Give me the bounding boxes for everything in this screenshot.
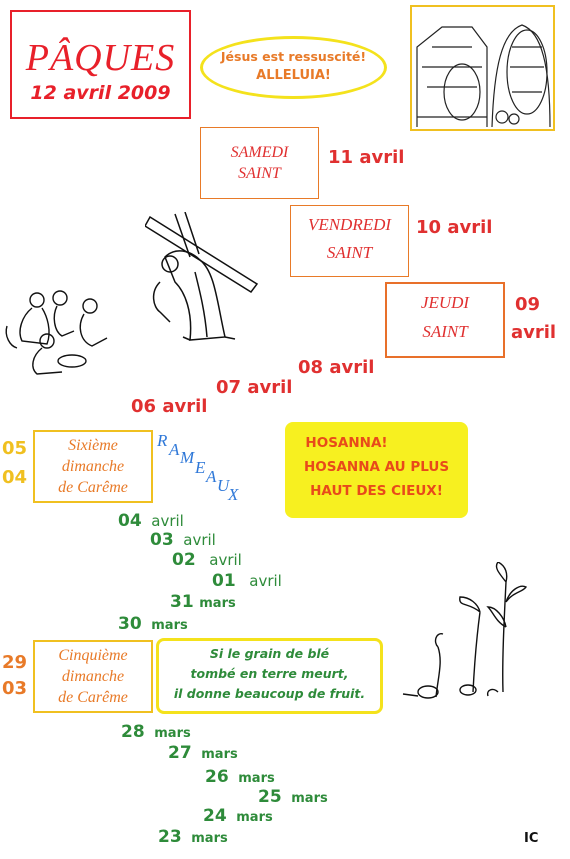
samedi-saint-line2: SAINT xyxy=(238,165,281,182)
fifth-sunday-box: Cinquième dimanche de Carême xyxy=(33,640,153,713)
fifth-sunday-line1: Cinquième xyxy=(58,647,128,664)
grain-quote-box: Si le grain de blé tombé en terre meurt,… xyxy=(156,638,383,714)
date-month: mars xyxy=(154,726,191,741)
date-day: 03 xyxy=(150,530,174,550)
sixth-sunday-box: Sixième dimanche de Carême xyxy=(33,430,153,503)
date-day: 04 xyxy=(118,511,142,531)
samedi-saint-box: SAMEDI SAINT xyxy=(200,127,319,199)
page-title: PÂQUES xyxy=(25,37,176,79)
rameaux-letter-u: U xyxy=(217,476,230,495)
date-03-avril: 03 avril xyxy=(150,530,216,550)
date-31-mars: 31 mars xyxy=(170,592,236,612)
date-month: avril xyxy=(151,512,184,530)
resurrection-oval: Jésus est ressuscité! ALLELUIA! xyxy=(200,36,387,99)
date-month: mars xyxy=(238,771,275,786)
date-01-avril: 01 avril xyxy=(212,571,282,591)
date-25-mars: 25 mars xyxy=(258,787,328,807)
vendredi-saint-line2: SAINT xyxy=(326,243,373,262)
date-month: mars xyxy=(236,810,273,825)
fifth-sunday-day-top: 29 xyxy=(2,652,28,673)
date-month: mars xyxy=(201,747,238,762)
sprouting-wheat-illustration xyxy=(402,562,527,699)
jeudi-saint-day: 09 xyxy=(515,294,541,315)
sixth-sunday-day-top: 05 xyxy=(2,438,28,459)
fifth-sunday-line3: de Carême xyxy=(58,689,128,706)
sixth-sunday-line2: dimanche xyxy=(61,458,125,475)
date-day: 01 xyxy=(212,571,236,591)
empty-tomb-illustration xyxy=(410,5,555,131)
grain-quote-line1: Si le grain de blé xyxy=(209,646,330,661)
date-30-mars: 30 mars xyxy=(118,614,188,634)
date-month: avril xyxy=(183,531,216,549)
jeudi-saint-month: avril xyxy=(511,322,557,343)
date-23-mars: 23 mars xyxy=(158,827,228,847)
date-day: 28 xyxy=(121,722,145,742)
date-24-mars: 24 mars xyxy=(203,806,273,826)
date-day: 31 xyxy=(170,592,194,612)
fifth-sunday-line2: dimanche xyxy=(61,668,125,685)
samedi-saint-date: 11 avril xyxy=(328,147,405,168)
date-04-avril: 04 avril xyxy=(118,511,184,531)
date-month: avril xyxy=(249,572,282,590)
date-26-mars: 26 mars xyxy=(205,767,275,787)
sixth-sunday-line1: Sixième xyxy=(68,437,118,454)
title-box: PÂQUES 12 avril 2009 xyxy=(10,10,191,119)
rameaux-letter-m: M xyxy=(180,448,195,467)
date-07-avril: 07 avril xyxy=(216,377,293,398)
date-day: 24 xyxy=(203,806,227,826)
grain-quote-line3: il donne beaucoup de fruit. xyxy=(173,686,366,701)
date-28-mars: 28 mars xyxy=(121,722,191,742)
jeudi-saint-line1: JEUDI xyxy=(420,293,470,312)
fifth-sunday-day-bottom: 03 xyxy=(2,678,28,699)
rameaux-letter-a2: A xyxy=(206,467,217,486)
date-day: 30 xyxy=(118,614,142,634)
date-08-avril: 08 avril xyxy=(298,357,375,378)
date-month: mars xyxy=(199,596,236,611)
grain-quote-line2: tombé en terre meurt, xyxy=(190,666,349,681)
jesus-carrying-cross-illustration xyxy=(145,212,259,341)
date-day: 25 xyxy=(258,787,282,807)
date-month: mars xyxy=(291,791,328,806)
samedi-saint-line1: SAMEDI xyxy=(230,144,289,161)
date-month: mars xyxy=(151,618,188,633)
hosanna-line2: HOSANNA AU PLUS xyxy=(303,459,450,475)
date-day: 26 xyxy=(205,767,229,787)
sixth-sunday-day-bottom: 04 xyxy=(2,467,28,488)
vendredi-saint-date: 10 avril xyxy=(416,217,493,238)
rameaux-letter-e: E xyxy=(195,458,206,477)
rameaux-letter-x: X xyxy=(228,485,239,504)
resurrection-line2: ALLELUIA! xyxy=(256,68,331,83)
rameaux-letter-r: R xyxy=(157,431,168,450)
hosanna-box: HOSANNA! HOSANNA AU PLUS HAUT DES CIEUX! xyxy=(285,422,468,518)
date-02-avril: 02 avril xyxy=(172,550,242,570)
washing-feet-illustration xyxy=(5,290,108,375)
hosanna-line1: HOSANNA! xyxy=(305,435,388,451)
jeudi-saint-box: JEUDI SAINT xyxy=(385,282,505,358)
date-27-mars: 27 mars xyxy=(168,743,238,763)
date-month: mars xyxy=(191,831,228,846)
hosanna-line3: HAUT DES CIEUX! xyxy=(310,483,443,499)
date-06-avril: 06 avril xyxy=(131,396,208,417)
tomb-drawing xyxy=(416,24,551,128)
easter-date: 12 avril 2009 xyxy=(30,82,171,104)
date-month: avril xyxy=(209,551,242,569)
date-day: 23 xyxy=(158,827,182,847)
date-day: 27 xyxy=(168,743,192,763)
vendredi-saint-box: VENDREDI SAINT xyxy=(290,205,409,277)
resurrection-line1: Jésus est ressuscité! xyxy=(220,49,367,64)
vendredi-saint-line1: VENDREDI xyxy=(307,215,392,234)
date-day: 02 xyxy=(172,550,196,570)
jeudi-saint-line2: SAINT xyxy=(422,322,468,341)
author-signature: IC xyxy=(524,831,539,846)
rameaux-letter-a1: A xyxy=(169,440,180,459)
sixth-sunday-line3: de Carême xyxy=(58,479,128,496)
